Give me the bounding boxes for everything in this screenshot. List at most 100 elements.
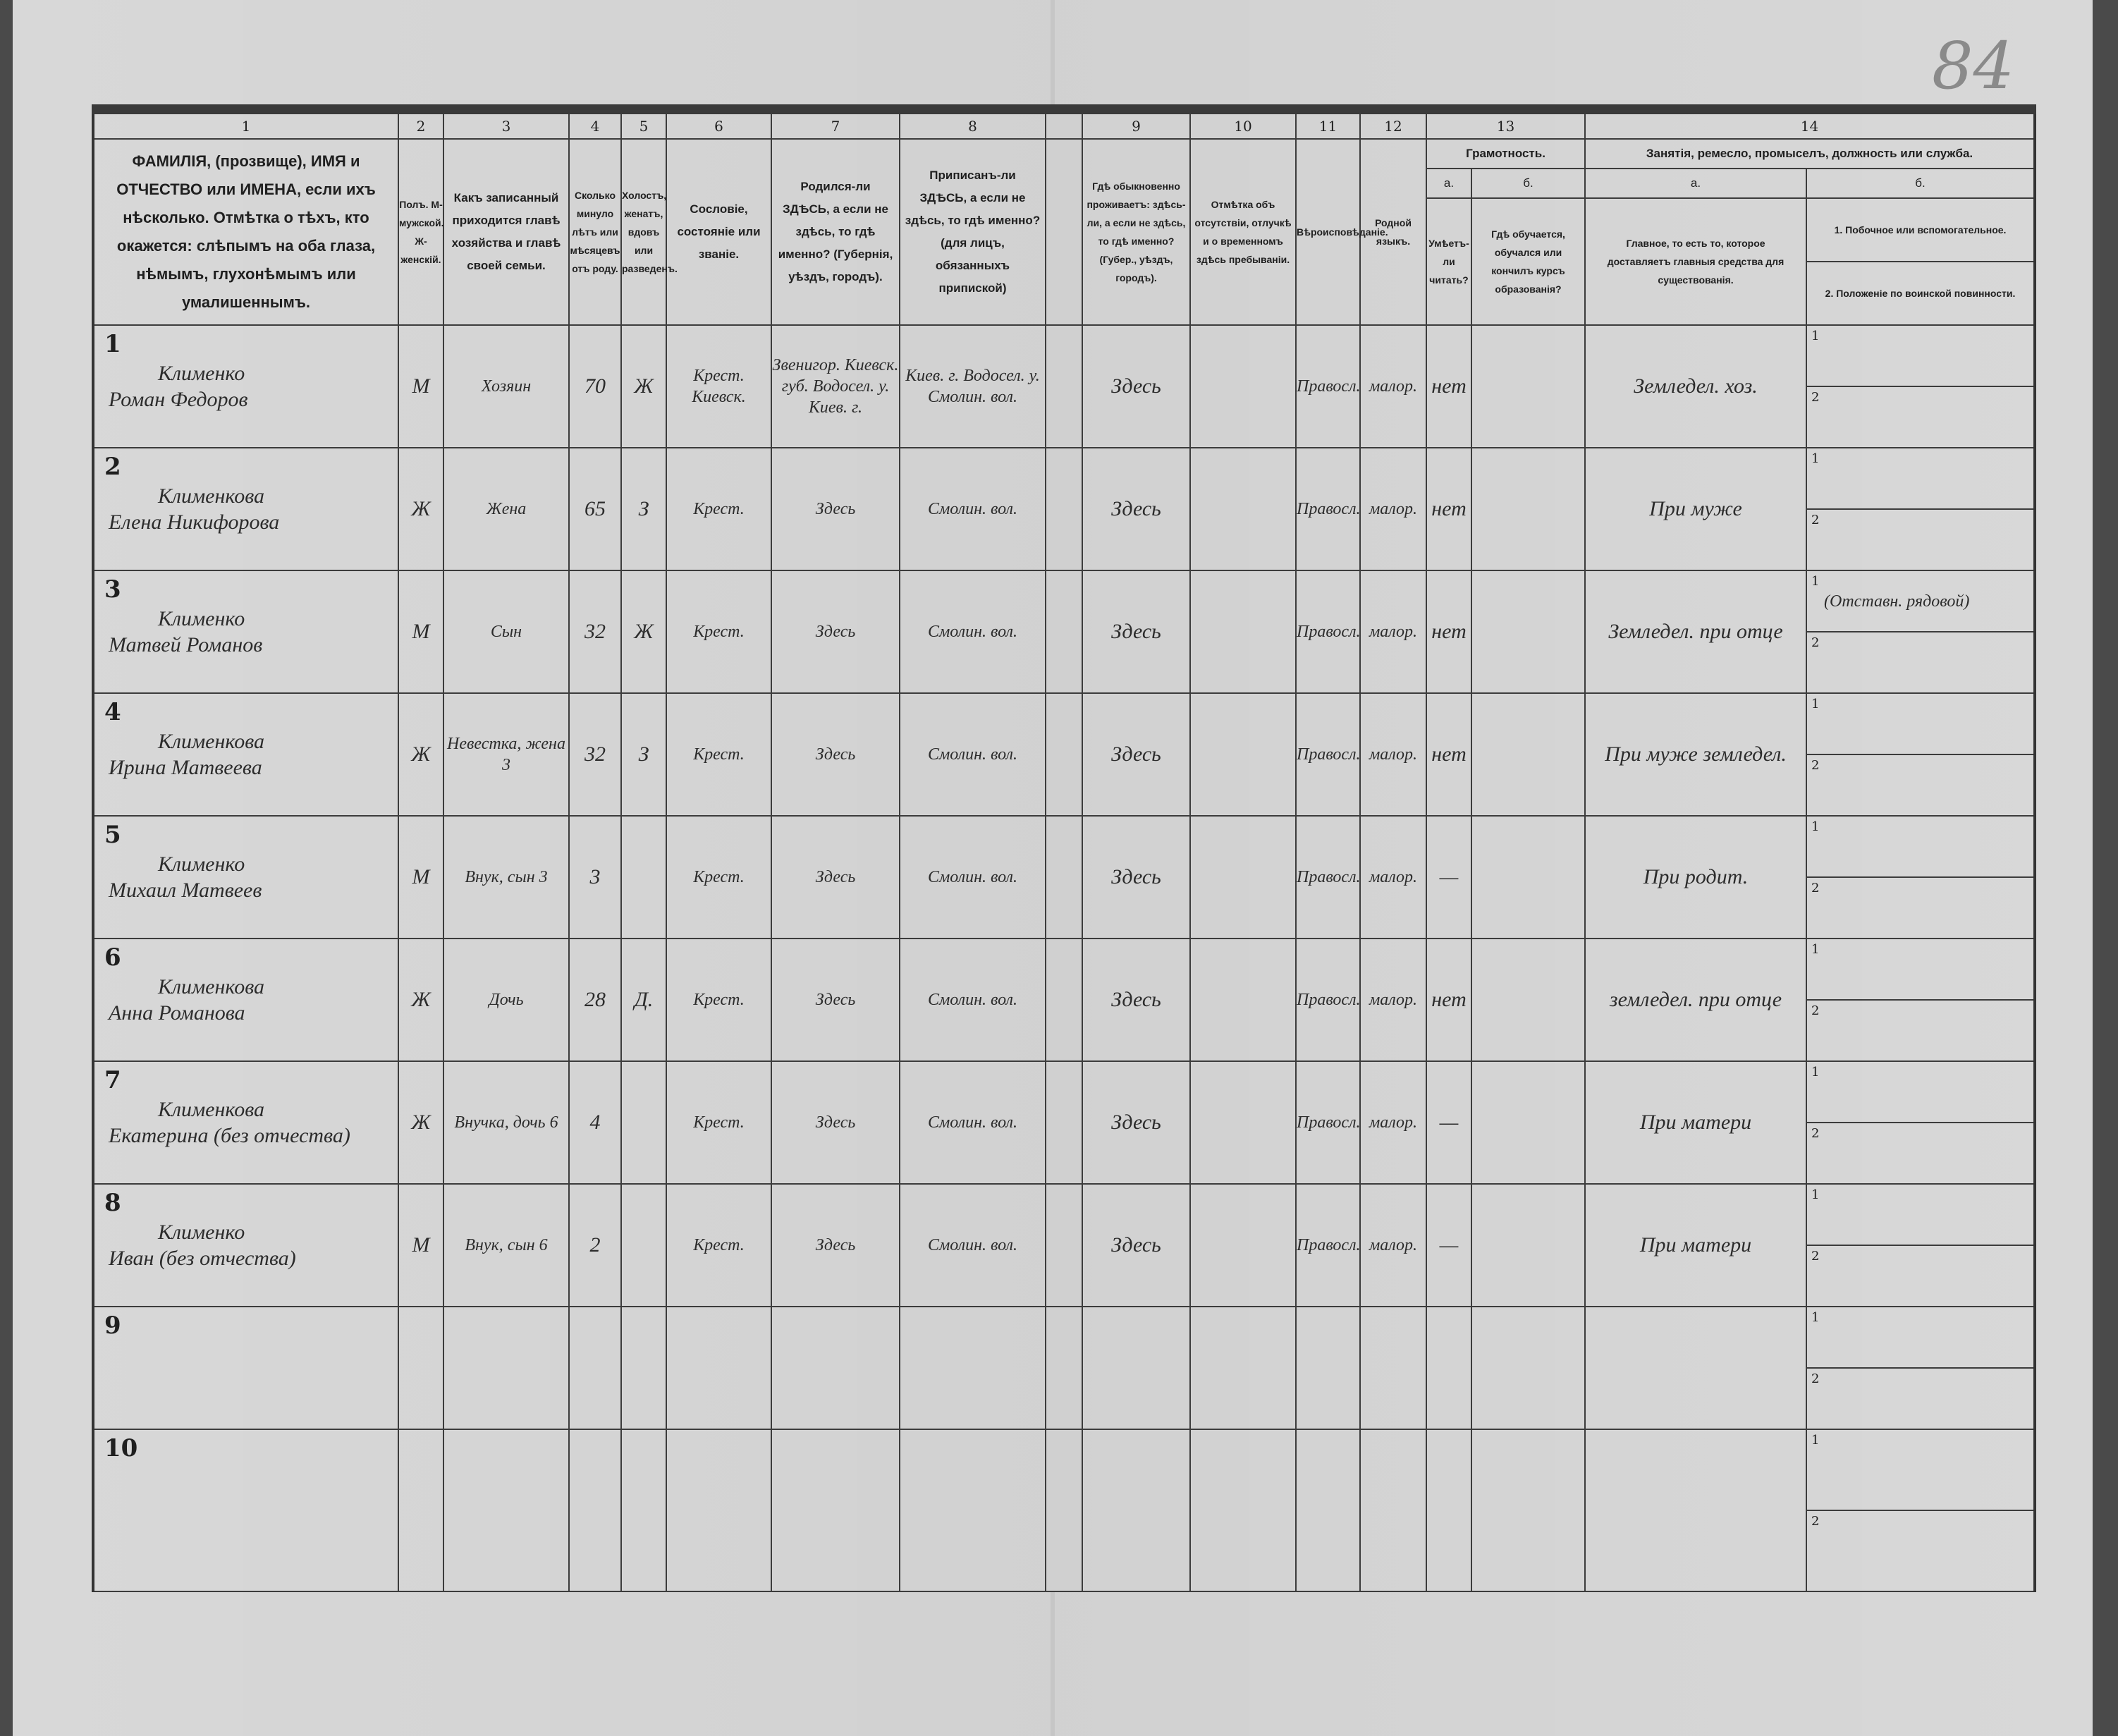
marital-cell — [620, 1183, 667, 1307]
name-cell: 2 Клименкова Елена Никифорова — [92, 447, 399, 571]
side-occupation-cell: 1 — [1806, 692, 2036, 755]
absence-cell — [1189, 692, 1297, 817]
sex-cell: Ж — [398, 1060, 444, 1185]
subline-label: 1 — [1811, 329, 1820, 343]
military-status-text — [1807, 776, 1824, 795]
fold-gap — [1045, 109, 1083, 140]
table-row: 6 Клименкова Анна Романова Ж Дочь 28 Д. Крест… — [92, 938, 2036, 1062]
header-name: ФАМИЛІЯ, (прозвище), ИМЯ и ОТЧЕСТВО или … — [92, 138, 399, 326]
header-13b-label: б. — [1470, 168, 1586, 199]
table-row: 10 1 — [92, 1429, 2036, 1592]
military-status-cell: 2 — [1806, 1122, 2036, 1185]
military-status-text — [1807, 1144, 1824, 1163]
residence-cell-text: Здесь — [1111, 742, 1161, 766]
can-read-cell-text: нет — [1431, 497, 1467, 521]
marital-cell-text: Ж — [634, 374, 654, 398]
registered-cell: Смолин. вол. — [899, 447, 1046, 571]
religion-cell: Правосл. — [1295, 324, 1361, 448]
sex-cell: Ж — [398, 447, 444, 571]
can-read-cell: нет — [1426, 324, 1472, 448]
colnum: 6 — [666, 109, 772, 140]
header-residence: Гдѣ обыкновенно проживаетъ: здѣсь-ли, а … — [1082, 138, 1191, 326]
religion-cell: Правосл. — [1295, 938, 1361, 1062]
residence-cell: Здесь — [1082, 1183, 1191, 1307]
can-read-cell-text: нет — [1431, 620, 1467, 644]
can-read-cell: — — [1426, 1183, 1472, 1307]
estate-cell: Крест. — [666, 1183, 772, 1307]
absence-cell — [1189, 447, 1297, 571]
subline-label: 2 — [1811, 881, 1820, 895]
education-cell — [1470, 815, 1586, 939]
row-number: 7 — [104, 1066, 121, 1094]
language-cell-text: малор. — [1369, 377, 1418, 396]
subline-label: 2 — [1811, 1514, 1820, 1529]
occupation-cell: Земледел. хоз. — [1584, 324, 1808, 448]
language-cell-text: малор. — [1369, 745, 1418, 764]
given-name: Ирина Матвеева — [109, 756, 262, 779]
side-occupation-cell: 1 (Отставн. рядовой) — [1806, 570, 2036, 632]
religion-cell — [1295, 1429, 1361, 1592]
registered-cell: Киев. г. Водосел. у. Смолин. вол. — [899, 324, 1046, 448]
fold-gap — [1045, 1306, 1083, 1430]
header-sex: Полъ. М-мужской. Ж-женскій. — [398, 138, 444, 326]
religion-cell: Правосл. — [1295, 570, 1361, 694]
estate-cell-text: Крест. — [693, 623, 745, 641]
registered-cell-text: Смолин. вол. — [927, 623, 1018, 641]
surname: Клименкова — [158, 484, 265, 508]
sex-cell-text: Ж — [411, 742, 431, 766]
military-status-cell: 2 — [1806, 1245, 2036, 1307]
table-row-subline: 2 — [93, 386, 2036, 448]
side-occupation-text — [1807, 960, 1824, 979]
name-cell: 8 Клименко Иван (без отчества) — [92, 1183, 399, 1307]
military-status-text — [1807, 531, 1824, 549]
table-row-subline: 2 — [93, 631, 2036, 694]
fold-gap — [1045, 1060, 1083, 1185]
birthplace-cell: Здесь — [771, 1060, 900, 1185]
military-status-text — [1807, 1267, 1824, 1285]
sex-cell-text: М — [412, 374, 430, 398]
residence-cell: Здесь — [1082, 938, 1191, 1062]
table-row-subline: 2 — [93, 1122, 2036, 1185]
occupation-cell-text: земледел. при отце — [1609, 988, 1782, 1012]
military-status-cell: 2 — [1806, 508, 2036, 571]
header-14b-label: б. — [1806, 168, 2036, 199]
relation-cell-text: Дочь — [489, 991, 524, 1009]
estate-cell: Крест. — [666, 692, 772, 817]
occupation-cell-text: Земледел. при отце — [1608, 620, 1783, 644]
surname: Клименко — [158, 1220, 245, 1244]
can-read-cell: нет — [1426, 570, 1472, 694]
occupation-cell: При муже земледел. — [1584, 692, 1808, 817]
table-row: 8 Клименко Иван (без отчества) М Внук, сын… — [92, 1183, 2036, 1307]
subline-label: 2 — [1811, 513, 1820, 527]
colnum: 11 — [1295, 109, 1361, 140]
table-row-subline: 2 — [93, 1367, 2036, 1430]
education-cell — [1470, 1429, 1586, 1592]
occupation-cell: Земледел. при отце — [1584, 570, 1808, 694]
relation-cell — [443, 1306, 570, 1430]
sex-cell-text: М — [412, 620, 430, 644]
header-main-occupation: Главное, то есть то, которое доставляетъ… — [1584, 197, 1808, 326]
can-read-cell-text: — — [1439, 1233, 1459, 1257]
religion-cell: Правосл. — [1295, 692, 1361, 817]
name-cell: 4 Клименкова Ирина Матвеева — [92, 692, 399, 817]
given-name: Елена Никифорова — [109, 511, 280, 534]
sex-cell — [398, 1429, 444, 1592]
side-occupation-text: (Отставн. рядовой) — [1824, 592, 1970, 611]
registered-cell-text: Смолин. вол. — [927, 868, 1018, 886]
birthplace-cell-text: Здесь — [815, 991, 856, 1009]
colnum: 9 — [1082, 109, 1191, 140]
marital-cell-text: Д. — [634, 988, 654, 1012]
can-read-cell-text: нет — [1431, 988, 1467, 1012]
age-cell: 2 — [568, 1183, 622, 1307]
given-name: Матвей Романов — [109, 633, 263, 656]
birthplace-cell: Здесь — [771, 570, 900, 694]
education-cell — [1470, 1060, 1586, 1185]
absence-cell — [1189, 1429, 1297, 1592]
absence-cell — [1189, 1306, 1297, 1430]
age-cell-text: 3 — [589, 865, 601, 889]
can-read-cell-text: — — [1439, 1111, 1459, 1135]
row-number: 5 — [104, 821, 121, 849]
education-cell — [1470, 692, 1586, 817]
military-status-text — [1807, 1390, 1824, 1408]
birthplace-cell-text: Здесь — [815, 623, 856, 641]
